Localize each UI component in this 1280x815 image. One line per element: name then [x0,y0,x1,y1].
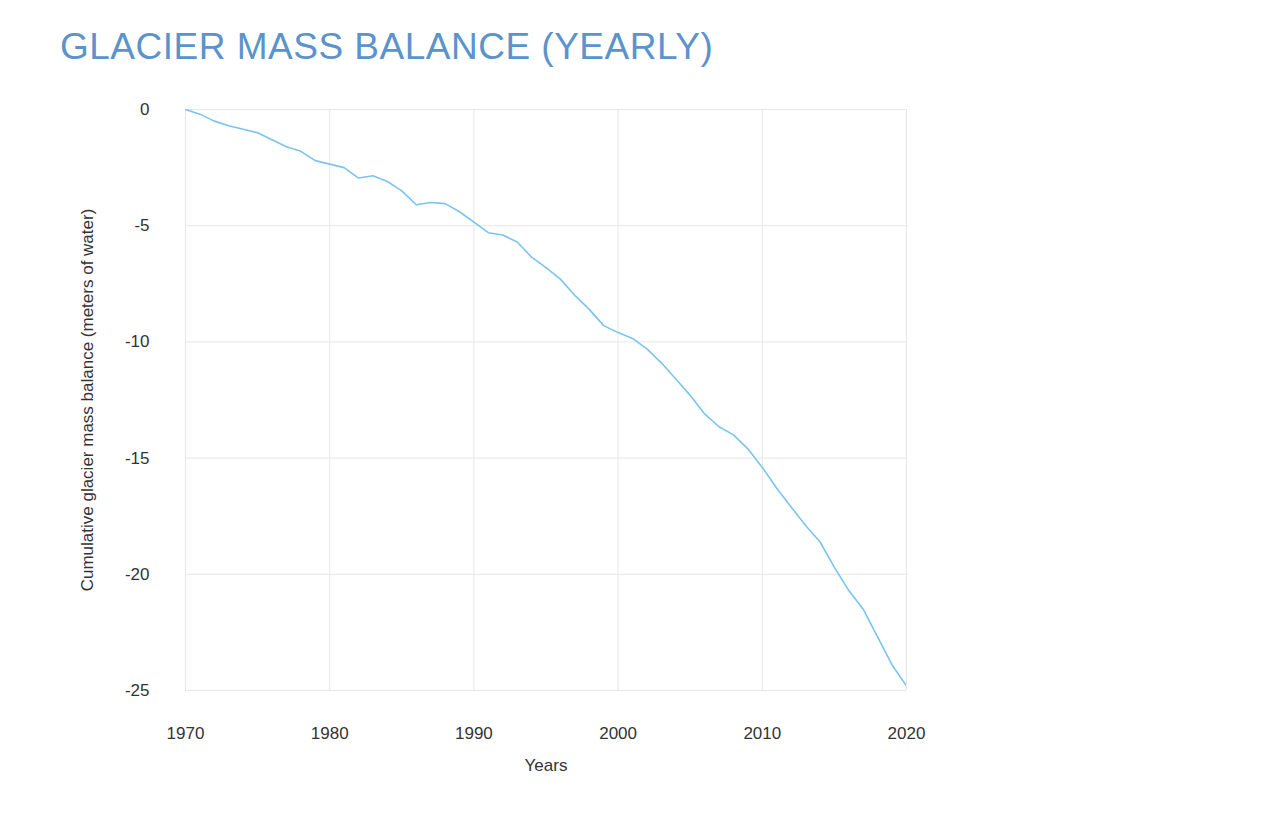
svg-text:2000: 2000 [599,724,637,743]
html-text:GLACIER MASS BALANCE (YEARLY): GLACIER MASS BALANCE (YEARLY) [60,26,714,67]
svg-text:1980: 1980 [311,724,349,743]
svg-text:-10: -10 [125,332,150,351]
svg-text:-15: -15 [125,449,150,468]
svg-text:Years: Years [525,756,568,775]
svg-text:Cumulative glacier mass balanc: Cumulative glacier mass balance (meters … [78,209,97,592]
svg-text:2020: 2020 [888,724,926,743]
svg-text:1990: 1990 [455,724,493,743]
svg-text:2010: 2010 [743,724,781,743]
svg-text:-20: -20 [125,565,150,584]
svg-text:-25: -25 [125,681,150,700]
svg-text:1970: 1970 [167,724,205,743]
svg-text:-5: -5 [134,216,149,235]
svg-text:0: 0 [140,100,149,119]
